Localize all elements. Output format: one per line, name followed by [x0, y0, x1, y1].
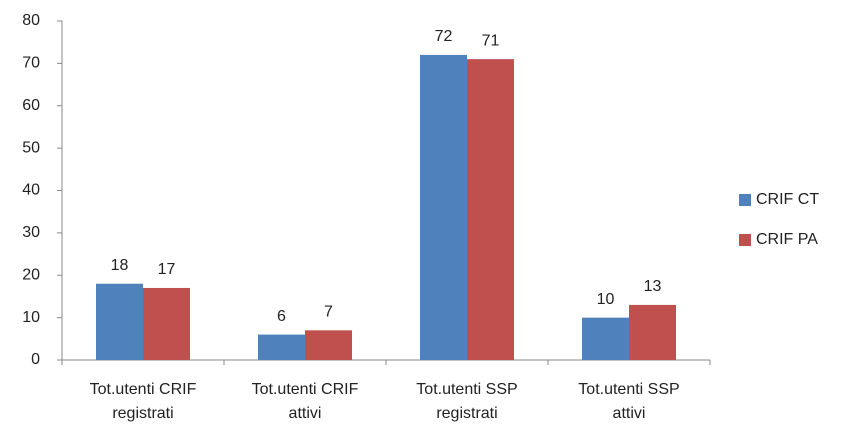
- data-label: 72: [435, 28, 453, 45]
- x-tick-label: registrati: [436, 405, 497, 422]
- data-label: 17: [158, 261, 176, 278]
- legend-swatch: [739, 194, 751, 206]
- bar: [629, 304, 676, 360]
- bar: [258, 334, 305, 360]
- y-tick-label: 50: [22, 139, 40, 156]
- y-tick-label: 80: [22, 12, 40, 29]
- y-tick-label: 20: [22, 266, 40, 283]
- data-label: 6: [277, 308, 286, 325]
- bar: [143, 287, 190, 360]
- x-tick-label: Tot.utenti CRIF: [90, 381, 197, 398]
- x-tick-label: attivi: [289, 405, 322, 422]
- data-label: 18: [111, 257, 129, 274]
- bar: [420, 54, 467, 361]
- legend-label: CRIF CT: [756, 191, 819, 208]
- x-tick-label: Tot.utenti CRIF: [252, 381, 359, 398]
- data-label: 10: [597, 291, 615, 308]
- y-tick-label: 0: [31, 351, 40, 368]
- bar: [305, 330, 352, 360]
- legend-label: CRIF PA: [756, 231, 818, 248]
- y-tick-label: 40: [22, 182, 40, 199]
- x-tick-label: registrati: [112, 405, 173, 422]
- data-label: 7: [324, 304, 333, 321]
- y-tick-label: 70: [22, 55, 40, 72]
- x-tick-label: attivi: [613, 405, 646, 422]
- legend-swatch: [739, 234, 751, 246]
- y-tick-label: 60: [22, 97, 40, 114]
- y-tick-label: 30: [22, 224, 40, 241]
- x-tick-label: Tot.utenti SSP: [578, 381, 679, 398]
- bar: [96, 283, 143, 360]
- y-tick-label: 10: [22, 309, 40, 326]
- bar: [467, 59, 514, 360]
- x-tick-label: Tot.utenti SSP: [416, 381, 517, 398]
- data-label: 13: [644, 278, 662, 295]
- data-label: 71: [482, 32, 500, 49]
- bar: [582, 317, 629, 360]
